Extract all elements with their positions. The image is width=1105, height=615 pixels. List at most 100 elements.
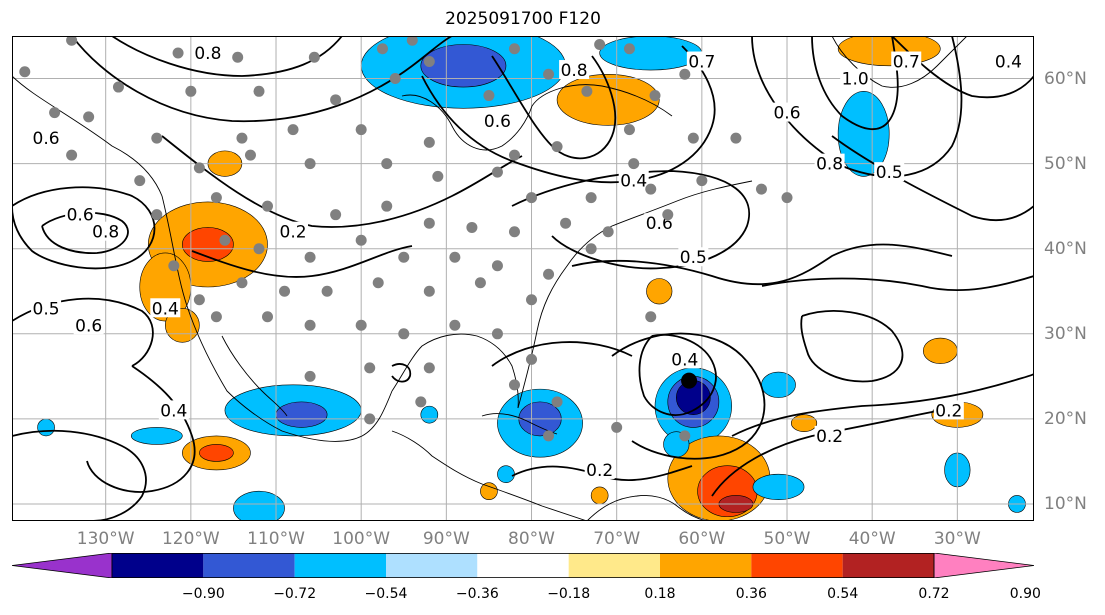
station-marker: [330, 209, 342, 221]
station-marker: [262, 200, 273, 212]
coastline-greenland: [831, 36, 968, 88]
contour-label-bg: [678, 247, 709, 267]
station-marker: [602, 226, 614, 238]
contour-line: [831, 135, 1034, 221]
contour-label-bg: [993, 51, 1024, 71]
contour-label: 0.5: [680, 248, 707, 268]
station-marker: [304, 370, 316, 382]
coastline-east: [517, 180, 753, 409]
contour-line: [86, 365, 196, 493]
longitude-label: 70°W: [593, 529, 641, 549]
latitude-label: 60°N: [1044, 68, 1087, 89]
station-marker: [308, 51, 320, 63]
shading-region: [590, 486, 609, 505]
contour-label: 1.0: [842, 70, 869, 90]
station-marker: [381, 200, 393, 212]
map-panel: 0.80.60.80.50.60.60.40.40.20.60.80.40.60…: [12, 36, 1034, 521]
contour-label-bg: [933, 400, 964, 420]
station-marker: [304, 158, 316, 170]
station-marker: [49, 107, 61, 119]
station-marker: [508, 149, 520, 161]
colorbar-border: [111, 553, 935, 578]
station-marker: [253, 243, 265, 255]
latitude-label: 50°N: [1044, 153, 1087, 174]
station-marker: [449, 319, 461, 331]
station-marker: [551, 396, 563, 408]
contour-label: 0.7: [893, 53, 920, 73]
contour-line: [391, 363, 412, 383]
contour-label: 0.2: [935, 401, 962, 421]
station-marker: [376, 43, 388, 55]
station-marker: [232, 51, 244, 63]
contour-label: 0.8: [561, 61, 588, 81]
station-marker: [526, 192, 538, 204]
contour-label-bg: [73, 315, 104, 335]
shading-region: [922, 337, 958, 364]
coastline-hudson: [401, 84, 673, 151]
station-marker: [304, 319, 316, 331]
shading-region: [420, 405, 439, 424]
station-marker: [466, 221, 478, 233]
contour-label-bg: [158, 400, 189, 420]
station-marker: [423, 56, 435, 68]
station-marker: [330, 94, 342, 106]
station-marker: [687, 132, 699, 144]
colorbar-tick-label: 0.36: [735, 586, 767, 602]
longitude-label: 60°W: [678, 529, 726, 549]
contour-lines: [12, 36, 1034, 521]
colorbar-tick-label: 0.72: [918, 586, 950, 602]
coastline-south-america: [586, 495, 708, 521]
station-marker: [355, 234, 367, 246]
station-marker: [389, 73, 401, 85]
station-marker: [423, 136, 435, 148]
station-marker: [287, 124, 299, 136]
map-title: 2025091700 F120: [445, 9, 601, 29]
contour-line: [761, 275, 1034, 292]
station-marker: [526, 294, 538, 306]
map-border: [12, 36, 1034, 521]
shading-region: [752, 473, 805, 501]
station-marker: [623, 124, 635, 136]
contour-label-bg: [150, 298, 181, 318]
contour-label-bg: [669, 349, 700, 369]
longitude-label: 80°W: [508, 529, 555, 549]
colorbar-tick-label: −0.18: [547, 586, 591, 602]
station-marker: [193, 162, 205, 174]
station-marker: [581, 85, 593, 97]
contour-line: [161, 135, 523, 228]
contour-label-bg: [891, 51, 922, 71]
station-marker: [112, 81, 124, 93]
station-marker: [415, 396, 427, 408]
colorbar-tick-label: 0.54: [827, 586, 859, 602]
shading-region: [761, 371, 796, 398]
shading-region: [837, 91, 890, 177]
station-marker: [134, 175, 146, 187]
colorbar-extend-max: [933, 553, 1034, 578]
contour-label-bg: [814, 153, 845, 173]
coastline-baja: [221, 335, 288, 417]
contour-label-bg: [584, 459, 615, 479]
colorbar-segment: [477, 553, 569, 578]
station-marker: [66, 149, 78, 161]
contour-label: 0.6: [773, 104, 800, 124]
colorbar-extend-min: [12, 553, 113, 578]
contour-label-bg: [482, 111, 513, 131]
shading-region: [480, 482, 498, 501]
contour-label: 0.4: [671, 350, 698, 370]
longitude-label: 90°W: [422, 529, 470, 549]
station-marker: [645, 311, 657, 323]
contour-line: [811, 36, 899, 131]
coastline-gulf: [391, 333, 519, 409]
station-marker: [398, 328, 410, 340]
shading-region: [37, 418, 55, 437]
shading-region: [599, 36, 703, 71]
coastline-north-america-west: [12, 75, 393, 442]
station-marker: [730, 132, 742, 144]
station-marker: [210, 311, 222, 323]
contour-label-bg: [559, 60, 590, 80]
station-marker: [151, 209, 163, 221]
contour-label-bg: [278, 221, 309, 241]
contour-line: [711, 405, 963, 497]
contour-label-bg: [90, 221, 121, 241]
contour-label: 0.7: [688, 53, 715, 73]
